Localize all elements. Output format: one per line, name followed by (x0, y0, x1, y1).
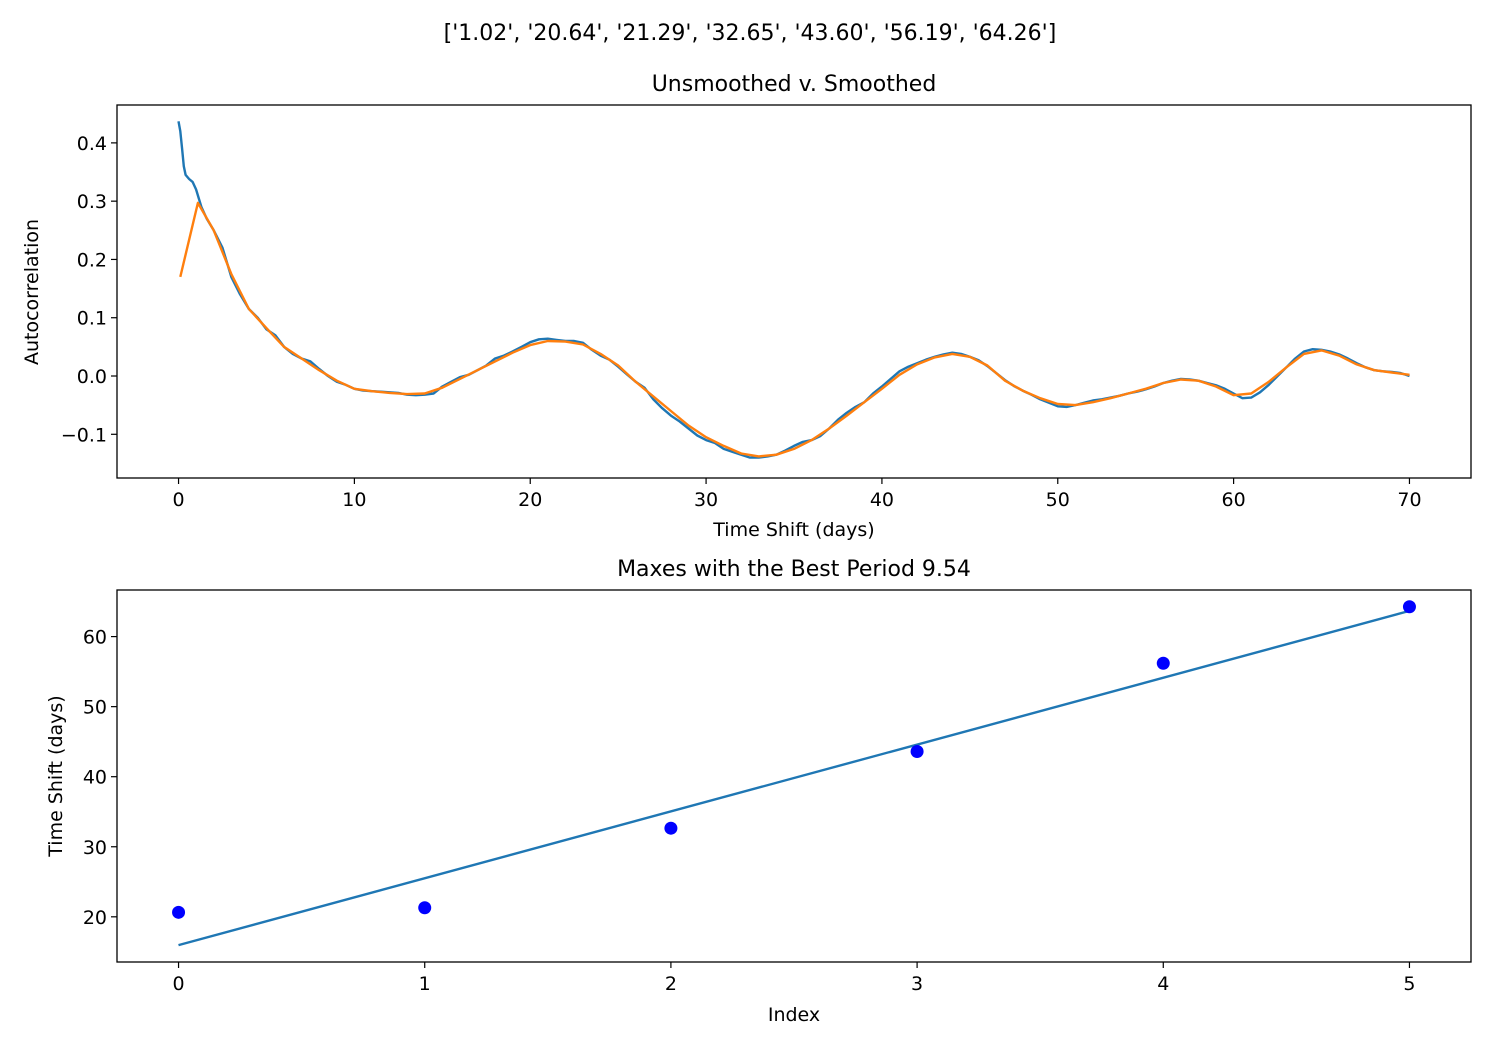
fit-line (178, 609, 1410, 947)
x-tick-label: 50 (1046, 489, 1070, 511)
x-tick-label: 60 (1222, 489, 1246, 511)
data-point (1156, 656, 1170, 670)
x-axis-label: Index (768, 1004, 820, 1026)
y-tick-label: 20 (83, 907, 107, 929)
figure-suptitle: ['1.02', '20.64', '21.29', '32.65', '43.… (444, 21, 1057, 46)
x-tick-label: 10 (342, 489, 366, 511)
y-axis-label: Time Shift (days) (45, 695, 67, 857)
y-tick-label: 30 (83, 837, 107, 859)
data-point (664, 821, 678, 835)
series-smoothed-line (179, 201, 1410, 458)
y-tick-label: 60 (83, 627, 107, 649)
x-tick-label: 40 (870, 489, 894, 511)
x-tick-label: 30 (694, 489, 718, 511)
maxes-chart: Maxes with the Best Period 9.54 0 1 2 3 4 5 60… (45, 557, 1472, 1026)
y-tick-label: 0.4 (77, 133, 107, 155)
data-point (910, 744, 924, 758)
series-unsmoothed-line (177, 121, 1410, 459)
y-tick-label: 50 (83, 697, 107, 719)
chart-title: Unsmoothed v. Smoothed (652, 72, 937, 97)
y-tick-label: 0.3 (77, 191, 107, 213)
x-tick-label: 2 (665, 973, 677, 995)
data-point (1402, 600, 1416, 614)
chart-title: Maxes with the Best Period 9.54 (617, 557, 971, 582)
x-tick-label: 1 (419, 973, 431, 995)
data-point (418, 901, 432, 915)
y-tick-label: 0.1 (77, 308, 107, 330)
x-axis-label: Time Shift (days) (712, 519, 874, 541)
x-tick-label: 20 (518, 489, 542, 511)
autocorrelation-chart: Unsmoothed v. Smoothed 0 10 20 30 40 50 60 70 0.… (21, 72, 1472, 541)
y-axis-label: Autocorrelation (21, 219, 43, 365)
x-tick-label: 0 (172, 973, 184, 995)
x-tick-label: 3 (911, 973, 923, 995)
x-tick-label: 0 (172, 489, 184, 511)
x-tick-label: 4 (1157, 973, 1169, 995)
y-tick-label: 40 (83, 767, 107, 789)
data-point (172, 905, 186, 919)
y-tick-label: −0.1 (61, 424, 107, 446)
y-tick-label: 0.0 (77, 366, 107, 388)
plot-frame (116, 104, 1472, 479)
y-tick-label: 0.2 (77, 249, 107, 271)
x-tick-label: 70 (1397, 489, 1421, 511)
plot-frame (116, 589, 1472, 963)
x-tick-label: 5 (1403, 973, 1415, 995)
